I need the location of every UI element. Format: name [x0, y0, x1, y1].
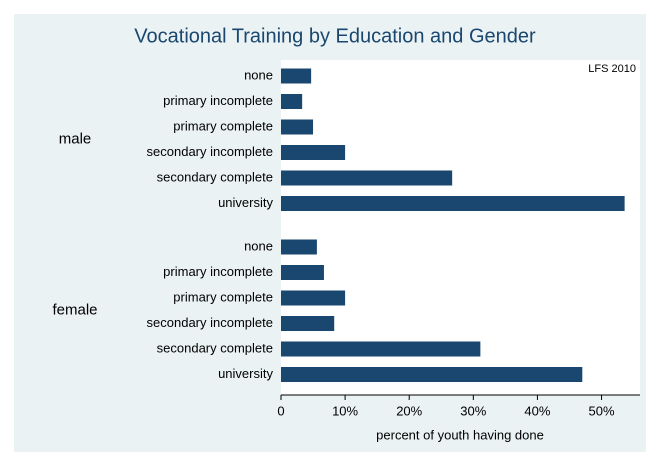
bar	[281, 265, 324, 280]
group-label: male	[59, 131, 92, 148]
y-tick-label: university	[218, 366, 273, 381]
x-axis-title: percent of youth having done	[376, 427, 544, 442]
bar	[281, 196, 625, 211]
y-tick-label: none	[244, 238, 273, 253]
plot-region	[281, 60, 640, 395]
annotation: LFS 2010	[588, 63, 636, 75]
bar	[281, 94, 303, 109]
bar	[281, 367, 583, 382]
y-tick-label: none	[244, 67, 273, 82]
y-tick-label: primary complete	[173, 118, 273, 133]
x-tick-label: 30%	[460, 403, 486, 418]
x-tick-label: 0	[277, 403, 284, 418]
bar	[281, 119, 314, 135]
y-tick-label: primary incomplete	[163, 264, 273, 279]
bar	[281, 170, 453, 186]
x-tick-label: 20%	[396, 403, 422, 418]
x-tick-label: 50%	[589, 403, 615, 418]
y-tick-label: secondary incomplete	[147, 144, 273, 159]
bar	[281, 341, 481, 357]
bar	[281, 290, 346, 306]
y-tick-label: university	[218, 195, 273, 210]
y-tick-label: secondary complete	[157, 169, 273, 184]
y-tick-label: secondary incomplete	[147, 315, 273, 330]
y-tick-label: secondary complete	[157, 340, 273, 355]
bar	[281, 316, 335, 331]
y-tick-label: primary complete	[173, 289, 273, 304]
chart-title: Vocational Training by Education and Gen…	[134, 25, 536, 47]
y-tick-label: primary incomplete	[163, 93, 273, 108]
x-tick-label: 10%	[332, 403, 358, 418]
group-label: female	[52, 302, 97, 319]
bar	[281, 68, 312, 84]
x-tick-label: 40%	[524, 403, 550, 418]
bar	[281, 145, 346, 160]
bar	[281, 239, 317, 255]
